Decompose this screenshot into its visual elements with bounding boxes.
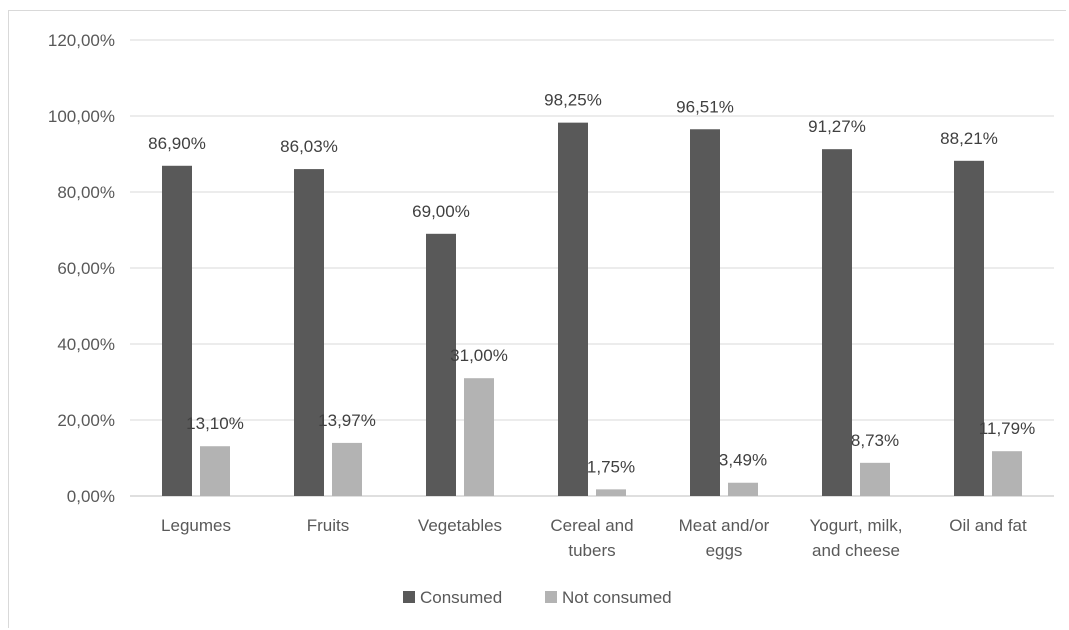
data-label: 86,03% — [280, 137, 338, 156]
data-label: 86,90% — [148, 134, 206, 153]
y-tick-label: 20,00% — [57, 411, 115, 430]
legend-swatch — [403, 591, 415, 603]
data-label: 31,00% — [450, 346, 508, 365]
bar-not-consumed — [200, 446, 230, 496]
bar-consumed — [954, 160, 984, 496]
bar-not-consumed — [992, 451, 1022, 496]
y-tick-label: 40,00% — [57, 335, 115, 354]
data-label: 11,79% — [979, 419, 1035, 438]
x-category-label: Vegetables — [418, 516, 502, 535]
x-category-label: Fruits — [307, 516, 350, 535]
bar-not-consumed — [332, 442, 362, 496]
y-tick-label: 120,00% — [48, 31, 115, 50]
bars — [162, 122, 1022, 497]
legend-label: Not consumed — [562, 588, 672, 607]
data-label: 69,00% — [412, 202, 470, 221]
y-axis: 0,00% 20,00% 40,00% 60,00% 80,00% 100,00% 120,… — [48, 31, 115, 506]
x-category-label: and cheese — [812, 541, 900, 560]
legend-swatch — [545, 591, 557, 603]
bar-consumed — [558, 122, 588, 497]
data-label: 96,51% — [676, 97, 734, 116]
bar-consumed — [822, 149, 852, 496]
y-tick-label: 60,00% — [57, 259, 115, 278]
legend-label: Consumed — [420, 588, 502, 607]
data-label: 98,25% — [544, 91, 602, 110]
bar-consumed — [294, 169, 324, 496]
x-category-label: Legumes — [161, 516, 231, 535]
data-label: 13,10% — [186, 414, 244, 433]
y-tick-label: 100,00% — [48, 107, 115, 126]
bar-consumed — [162, 165, 192, 496]
data-labels: 86,90% 13,10% 86,03% 13,97% 69,00% 31,00% 98,2… — [148, 91, 1035, 477]
bar-consumed — [690, 129, 720, 496]
data-label: 8,73% — [851, 431, 899, 450]
x-axis: Legumes Fruits Vegetables Cereal and tubers M… — [161, 516, 1027, 560]
data-label: 88,21% — [940, 129, 998, 148]
x-category-label: Meat and/or — [679, 516, 770, 535]
legend: Consumed Not consumed — [403, 588, 672, 607]
chart-frame — [8, 10, 1066, 628]
y-tick-label: 0,00% — [67, 487, 115, 506]
bar-consumed — [426, 233, 456, 497]
bar-not-consumed — [464, 378, 494, 496]
x-category-label: eggs — [706, 541, 743, 560]
x-category-label: Oil and fat — [949, 516, 1027, 535]
data-label: 91,27% — [808, 117, 866, 136]
x-category-label: tubers — [568, 541, 615, 560]
gridlines — [130, 39, 1054, 497]
bar-not-consumed — [596, 489, 626, 496]
y-tick-label: 80,00% — [57, 183, 115, 202]
data-label: 13,97% — [318, 411, 376, 430]
data-label: 1,75% — [587, 457, 635, 476]
bar-not-consumed — [728, 482, 758, 496]
bar-not-consumed — [860, 462, 890, 496]
x-category-label: Yogurt, milk, — [810, 516, 903, 535]
data-label: 3,49% — [719, 451, 767, 470]
x-category-label: Cereal and — [550, 516, 633, 535]
